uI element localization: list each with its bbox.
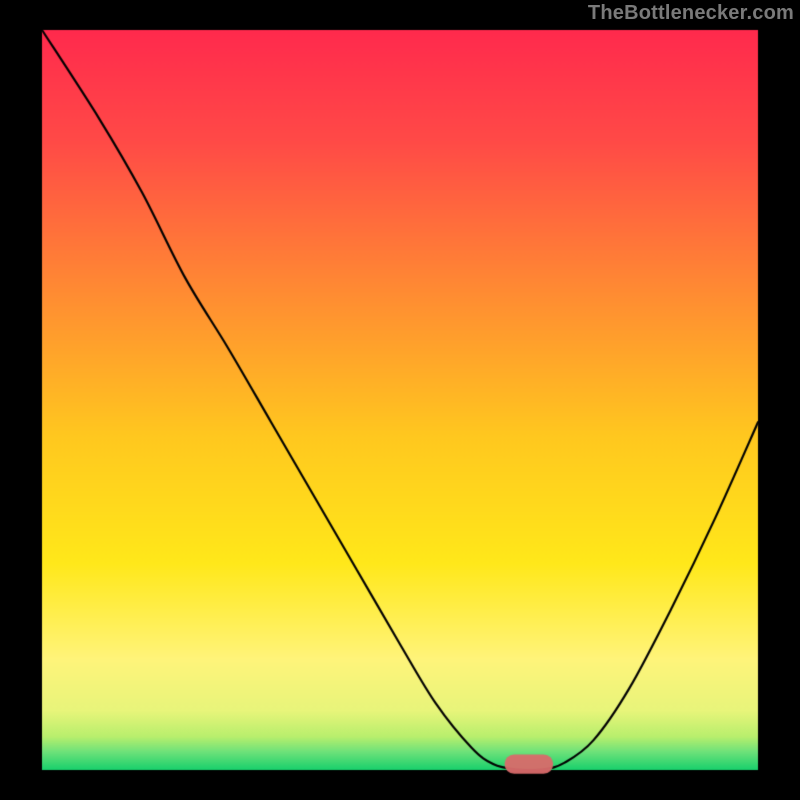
watermark-text: TheBottlenecker.com (588, 2, 794, 25)
chart-root: TheBottlenecker.com (0, 0, 800, 800)
curve-layer (0, 0, 800, 800)
